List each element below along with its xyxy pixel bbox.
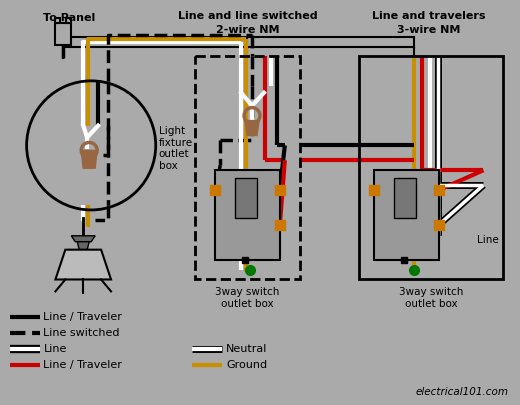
- Bar: [56, 18, 60, 23]
- Text: Line / Traveler: Line / Traveler: [44, 312, 122, 322]
- Text: 3way switch
outlet box: 3way switch outlet box: [399, 288, 463, 309]
- Polygon shape: [81, 150, 97, 168]
- Text: To Panel: To Panel: [43, 13, 96, 23]
- Bar: [359, 56, 503, 279]
- Polygon shape: [77, 242, 89, 249]
- Text: Line and travelers: Line and travelers: [372, 11, 486, 21]
- Text: Line / Traveler: Line / Traveler: [44, 360, 122, 370]
- Bar: [374, 170, 439, 260]
- Bar: [67, 18, 71, 23]
- Polygon shape: [56, 249, 111, 279]
- Bar: [394, 178, 416, 218]
- Polygon shape: [245, 121, 259, 135]
- Text: 3way switch
outlet box: 3way switch outlet box: [215, 288, 280, 309]
- Polygon shape: [71, 236, 95, 242]
- Text: Light
fixture
outlet
box: Light fixture outlet box: [159, 126, 193, 171]
- Text: Ground: Ground: [226, 360, 267, 370]
- Bar: [235, 178, 257, 218]
- Text: 2-wire NM: 2-wire NM: [216, 25, 280, 35]
- Text: 3-wire NM: 3-wire NM: [397, 25, 461, 35]
- Bar: [196, 56, 300, 279]
- Text: Line switched: Line switched: [44, 328, 120, 338]
- Text: Line: Line: [44, 344, 67, 354]
- Bar: [215, 170, 280, 260]
- Text: Line and line switched: Line and line switched: [178, 11, 318, 21]
- Bar: [56, 23, 71, 45]
- Text: Neutral: Neutral: [226, 344, 268, 354]
- Text: electrical101.com: electrical101.com: [415, 387, 508, 396]
- Text: Line: Line: [477, 235, 498, 245]
